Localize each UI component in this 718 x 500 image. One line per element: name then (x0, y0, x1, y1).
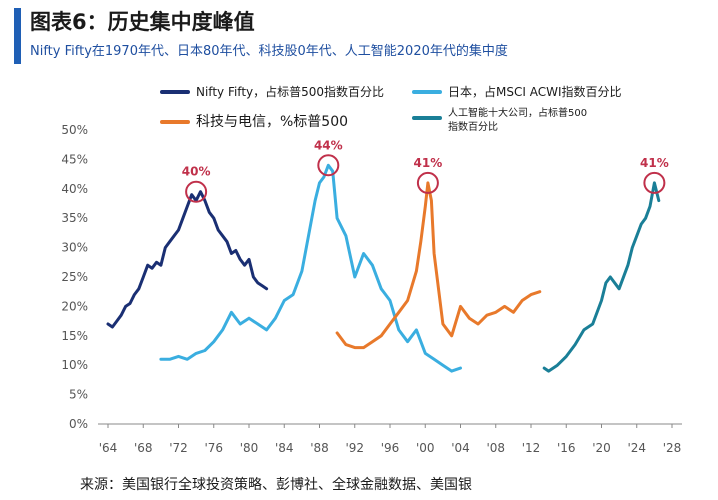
y-tick-label: 25% (61, 270, 88, 284)
y-tick-label: 35% (61, 211, 88, 225)
peak-annotations: 40% 44% 41% 41% (182, 138, 669, 203)
concentration-line-chart: Nifty Fifty，占标普500指数百分比 日本，占MSCI ACWI指数百分… (61, 84, 682, 455)
series-lines (106, 163, 661, 373)
legend-label-tech: 科技与电信，%标普500 (196, 114, 348, 130)
x-tick-label: '00 (416, 441, 435, 455)
chart-subtitle: Nifty Fifty在1970年代、日本80年代、科技股0年代、人工智能202… (30, 44, 508, 59)
peak-circle (317, 154, 340, 177)
legend-label-japan: 日本，占MSCI ACWI指数百分比 (448, 84, 622, 99)
x-tick-label: '80 (240, 441, 259, 455)
peak-circle (185, 180, 208, 203)
x-tick-label: '96 (381, 441, 400, 455)
y-axis: 0% 5% 10% 15% 20% 25% 30% 35% 40% 45% 50% (61, 123, 88, 431)
series-line-japan (159, 163, 462, 373)
x-tick-label: '16 (557, 441, 576, 455)
series-line-nifty (106, 190, 269, 329)
y-tick-label: 0% (69, 417, 88, 431)
series-line-tech (335, 181, 542, 350)
x-tick-label: '76 (204, 441, 223, 455)
x-tick-label: '24 (627, 441, 646, 455)
y-tick-label: 45% (61, 152, 88, 166)
title-accent-bar (14, 8, 21, 64)
legend-label-ai: 人工智能十大公司，占标普500 指数百分比 (448, 106, 587, 133)
legend: Nifty Fifty，占标普500指数百分比 日本，占MSCI ACWI指数百分… (160, 84, 622, 133)
x-tick-label: '08 (486, 441, 505, 455)
x-tick-label: '20 (592, 441, 611, 455)
x-tick-label: '28 (663, 441, 682, 455)
chart-title: 图表6：历史集中度峰值 (30, 10, 255, 34)
x-axis: '64 '68 '72 '76 '80 '84 '88 '92 '96 '00 '04 '08 '12 '… (98, 423, 682, 455)
peak-label: 40% (182, 165, 211, 179)
x-tick-label: '64 (99, 441, 118, 455)
peak-circle (643, 171, 666, 194)
series-line-ai (542, 181, 661, 373)
y-tick-label: 5% (69, 388, 88, 402)
peak-label: 44% (314, 138, 343, 152)
y-tick-label: 20% (61, 299, 88, 313)
x-tick-label: '84 (275, 441, 294, 455)
y-tick-label: 30% (61, 241, 88, 255)
peak-circle (416, 171, 439, 194)
y-tick-label: 10% (61, 358, 88, 372)
x-tick-label: '68 (134, 441, 153, 455)
legend-label-nifty: Nifty Fifty，占标普500指数百分比 (196, 84, 384, 99)
y-tick-label: 50% (61, 123, 88, 137)
x-tick-label: '04 (451, 441, 470, 455)
x-tick-label: '88 (310, 441, 329, 455)
y-tick-label: 40% (61, 182, 88, 196)
x-tick-label: '92 (345, 441, 364, 455)
x-tick-label: '72 (169, 441, 188, 455)
peak-label: 41% (414, 156, 443, 170)
peak-label: 41% (640, 156, 669, 170)
y-tick-label: 15% (61, 329, 88, 343)
source-note: 来源：美国银行全球投资策略、彭博社、全球金融数据、美国银 (80, 477, 472, 493)
x-tick-label: '12 (522, 441, 541, 455)
